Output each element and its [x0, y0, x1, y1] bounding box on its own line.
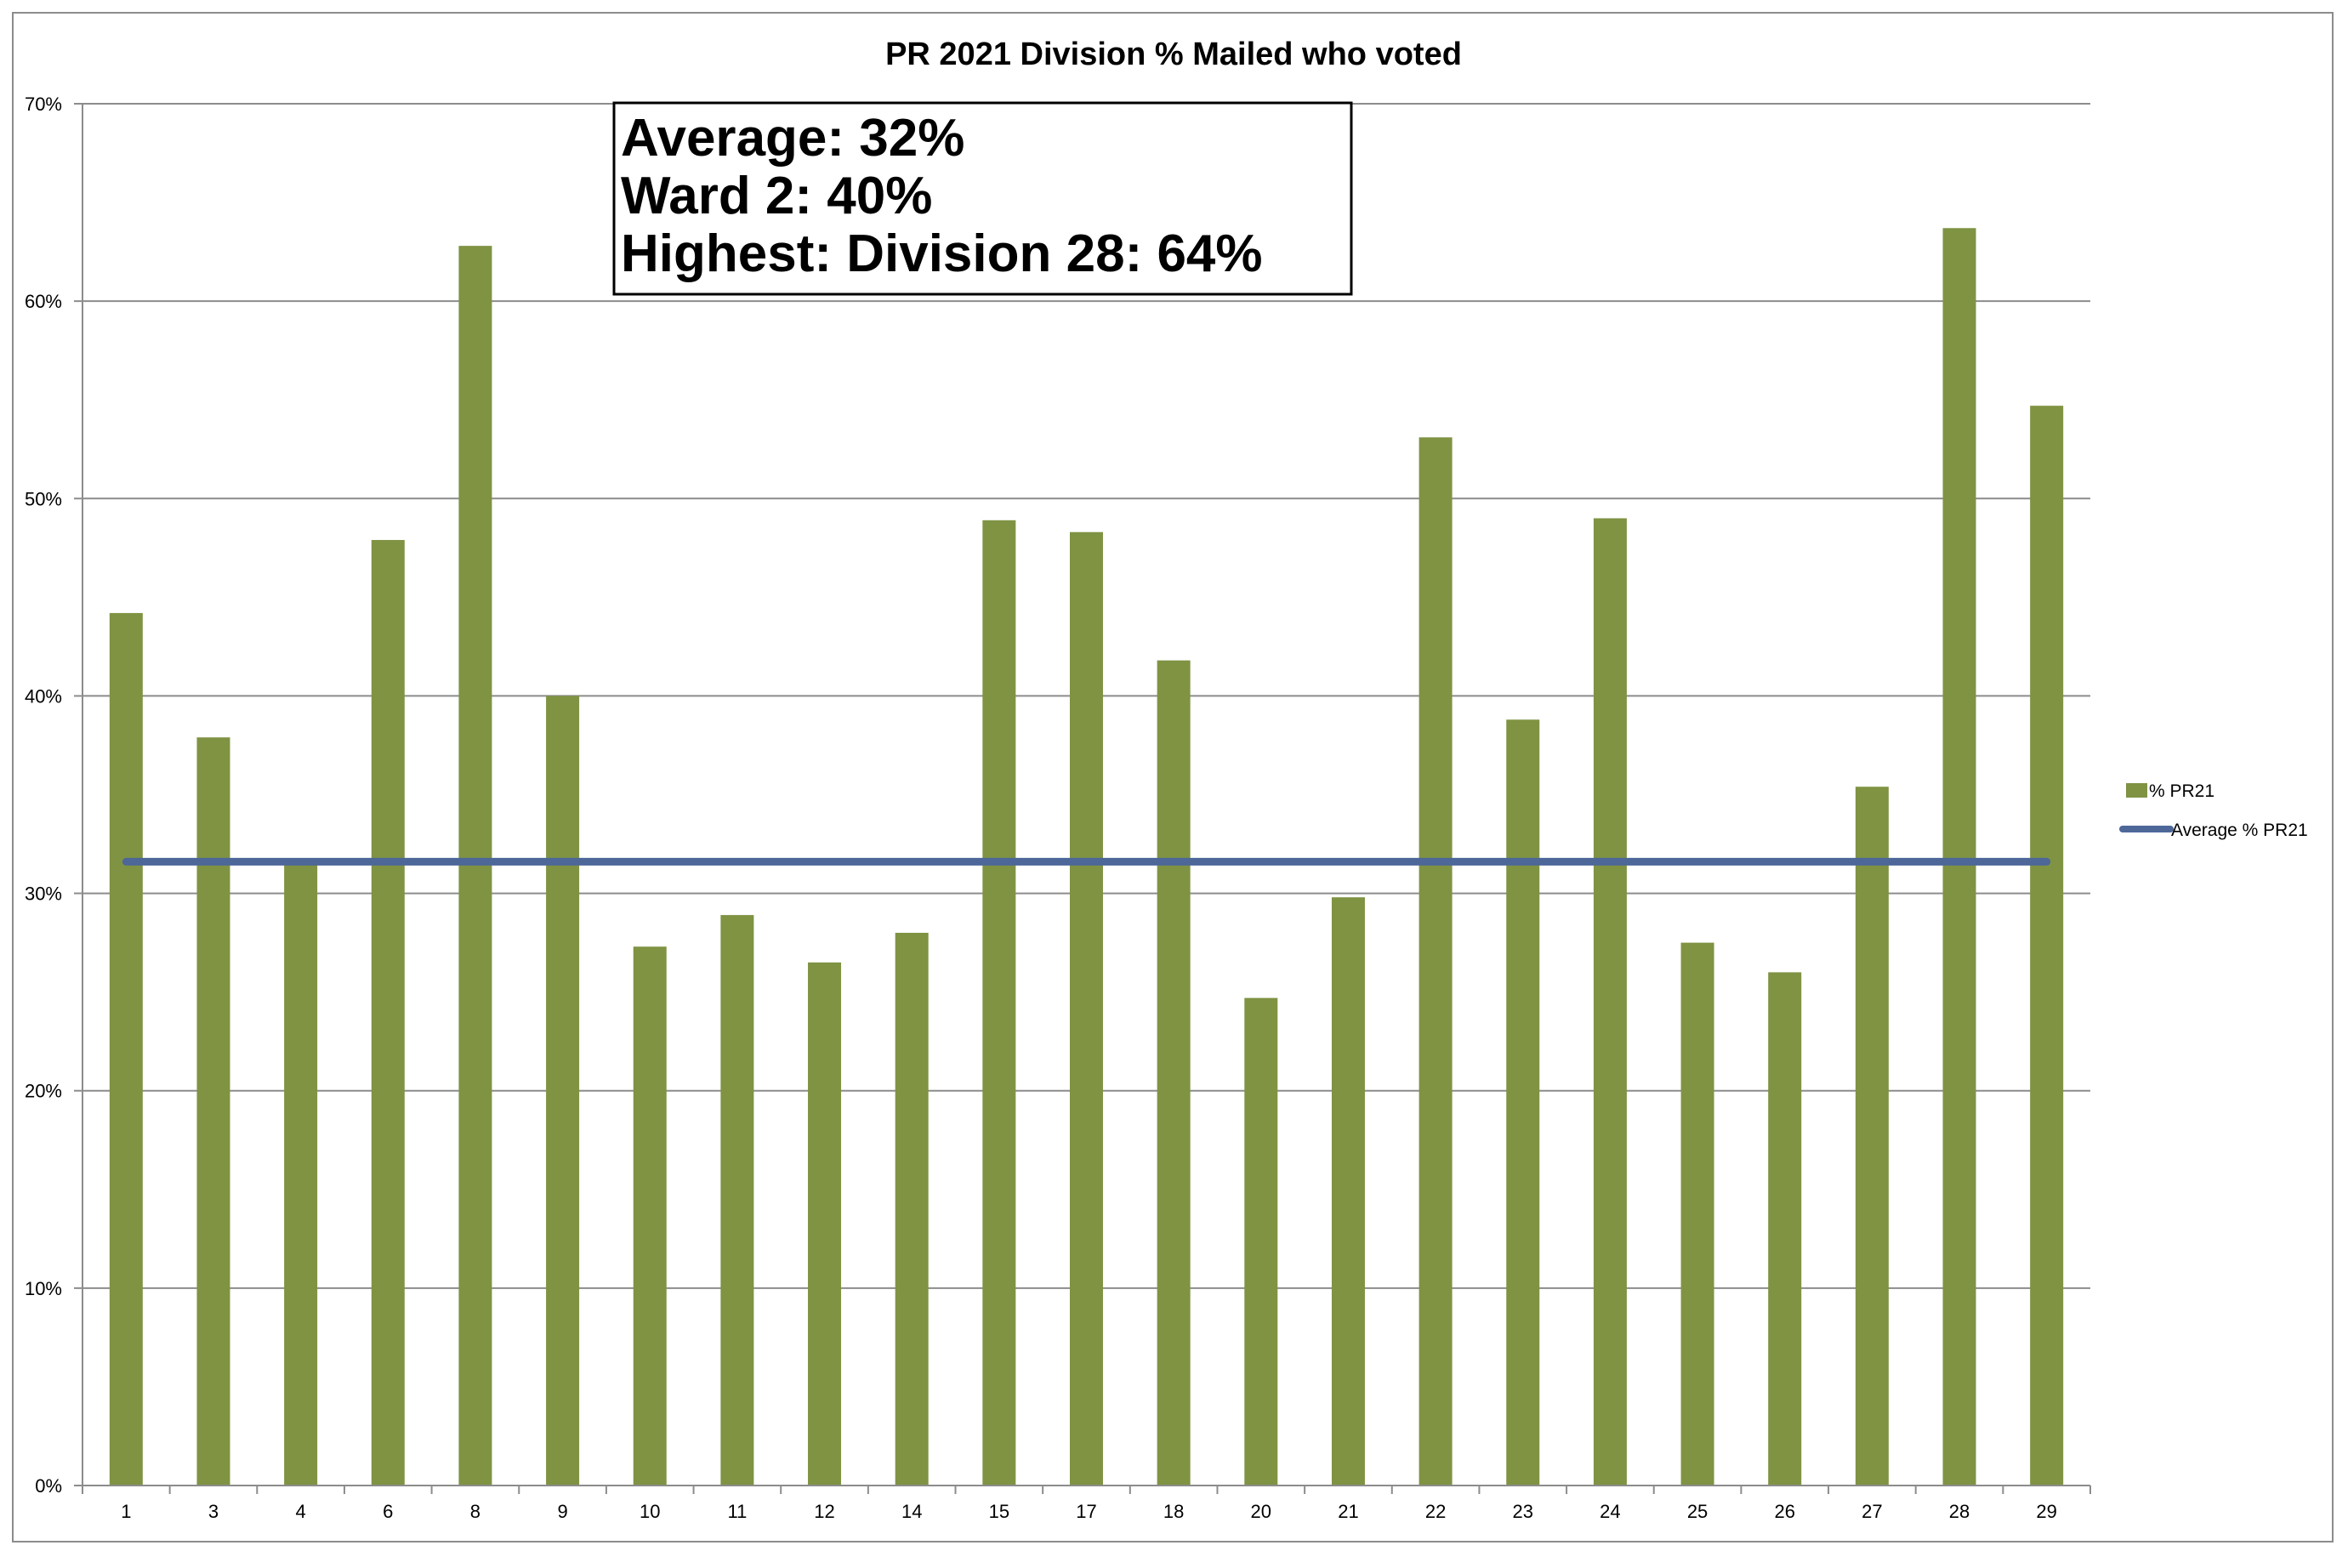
y-tick-label: 60%	[25, 291, 62, 312]
bar-division-1	[109, 612, 143, 1486]
axes	[82, 104, 2091, 1494]
x-tick-label: 3	[208, 1501, 219, 1522]
x-tick-label: 27	[1862, 1501, 1882, 1522]
x-tick-label: 12	[814, 1501, 834, 1522]
bar-division-27	[1855, 787, 1889, 1486]
bar-division-4	[284, 861, 318, 1486]
x-tick-label: 26	[1774, 1501, 1794, 1522]
y-tick-label: 50%	[25, 488, 62, 509]
x-tick-label: 9	[557, 1501, 567, 1522]
x-tick-label: 22	[1425, 1501, 1446, 1522]
x-tick-label: 21	[1338, 1501, 1358, 1522]
annotation-average: Average: 32%	[621, 109, 964, 168]
bar-division-11	[720, 915, 754, 1486]
x-tick-label: 18	[1163, 1501, 1184, 1522]
bar-division-12	[808, 962, 842, 1486]
legend-line-label: Average % PR21	[2171, 821, 2308, 840]
x-tick-label: 29	[2036, 1501, 2056, 1522]
x-tick-label: 8	[470, 1501, 480, 1522]
bar-division-15	[982, 520, 1016, 1486]
bar-division-14	[895, 933, 929, 1486]
y-tick-label: 70%	[25, 94, 62, 115]
annotation-box: Average: 32% Ward 2: 40% Highest: Divisi…	[612, 101, 1353, 296]
bars	[109, 228, 2064, 1486]
bar-division-21	[1331, 897, 1365, 1486]
bar-division-10	[633, 946, 667, 1486]
x-tick-label: 25	[1687, 1501, 1708, 1522]
bar-division-18	[1157, 660, 1191, 1486]
bar-division-22	[1418, 437, 1453, 1486]
y-tick-label: 30%	[25, 883, 62, 905]
x-tick-label: 11	[727, 1501, 747, 1522]
x-tick-label: 23	[1513, 1501, 1533, 1522]
bar-division-24	[1593, 518, 1627, 1486]
legend-bar-swatch	[2126, 783, 2147, 798]
chart-title: PR 2021 Division % Mailed who voted	[885, 37, 1462, 72]
bar-division-20	[1244, 997, 1278, 1486]
annotation-ward: Ward 2: 40%	[621, 167, 932, 225]
y-tick-label: 40%	[25, 685, 62, 707]
bar-division-23	[1506, 719, 1540, 1486]
y-tick-label: 20%	[25, 1081, 62, 1102]
bar-division-3	[196, 737, 230, 1486]
bar-division-8	[458, 246, 492, 1486]
annotation-highest: Highest: Division 28: 64%	[621, 224, 1263, 283]
x-tick-label: 1	[121, 1501, 131, 1522]
x-tick-label: 24	[1600, 1501, 1620, 1522]
bar-division-9	[546, 696, 580, 1486]
bar-division-29	[2030, 406, 2064, 1486]
x-tick-label: 10	[640, 1501, 660, 1522]
x-tick-label: 4	[296, 1501, 306, 1522]
legend: % PR21 Average % PR21	[2119, 781, 2308, 840]
bar-division-26	[1768, 972, 1802, 1486]
y-tick-label: 10%	[25, 1278, 62, 1299]
x-tick-label: 15	[989, 1501, 1009, 1522]
x-tick-label: 17	[1076, 1501, 1096, 1522]
x-tick-label: 6	[383, 1501, 393, 1522]
x-axis-tick-labels: 1 3 4 6 8 9 10 11 12 14 15 17 18 20 21 22 23 24 25 26 27 28 29	[121, 1501, 2057, 1522]
x-tick-label: 14	[901, 1501, 922, 1522]
bar-division-17	[1070, 531, 1103, 1486]
x-tick-label: 20	[1251, 1501, 1271, 1522]
bar-division-28	[1942, 228, 1976, 1486]
annotation-border	[612, 101, 1353, 296]
legend-bar-label: % PR21	[2149, 781, 2214, 801]
y-axis-tick-labels: 0% 10% 20% 30% 40% 50% 60% 70%	[25, 94, 62, 1497]
bar-division-6	[371, 540, 405, 1486]
bar-division-25	[1680, 942, 1714, 1486]
x-tick-label: 28	[1949, 1501, 1970, 1522]
y-tick-label: 0%	[35, 1475, 62, 1497]
